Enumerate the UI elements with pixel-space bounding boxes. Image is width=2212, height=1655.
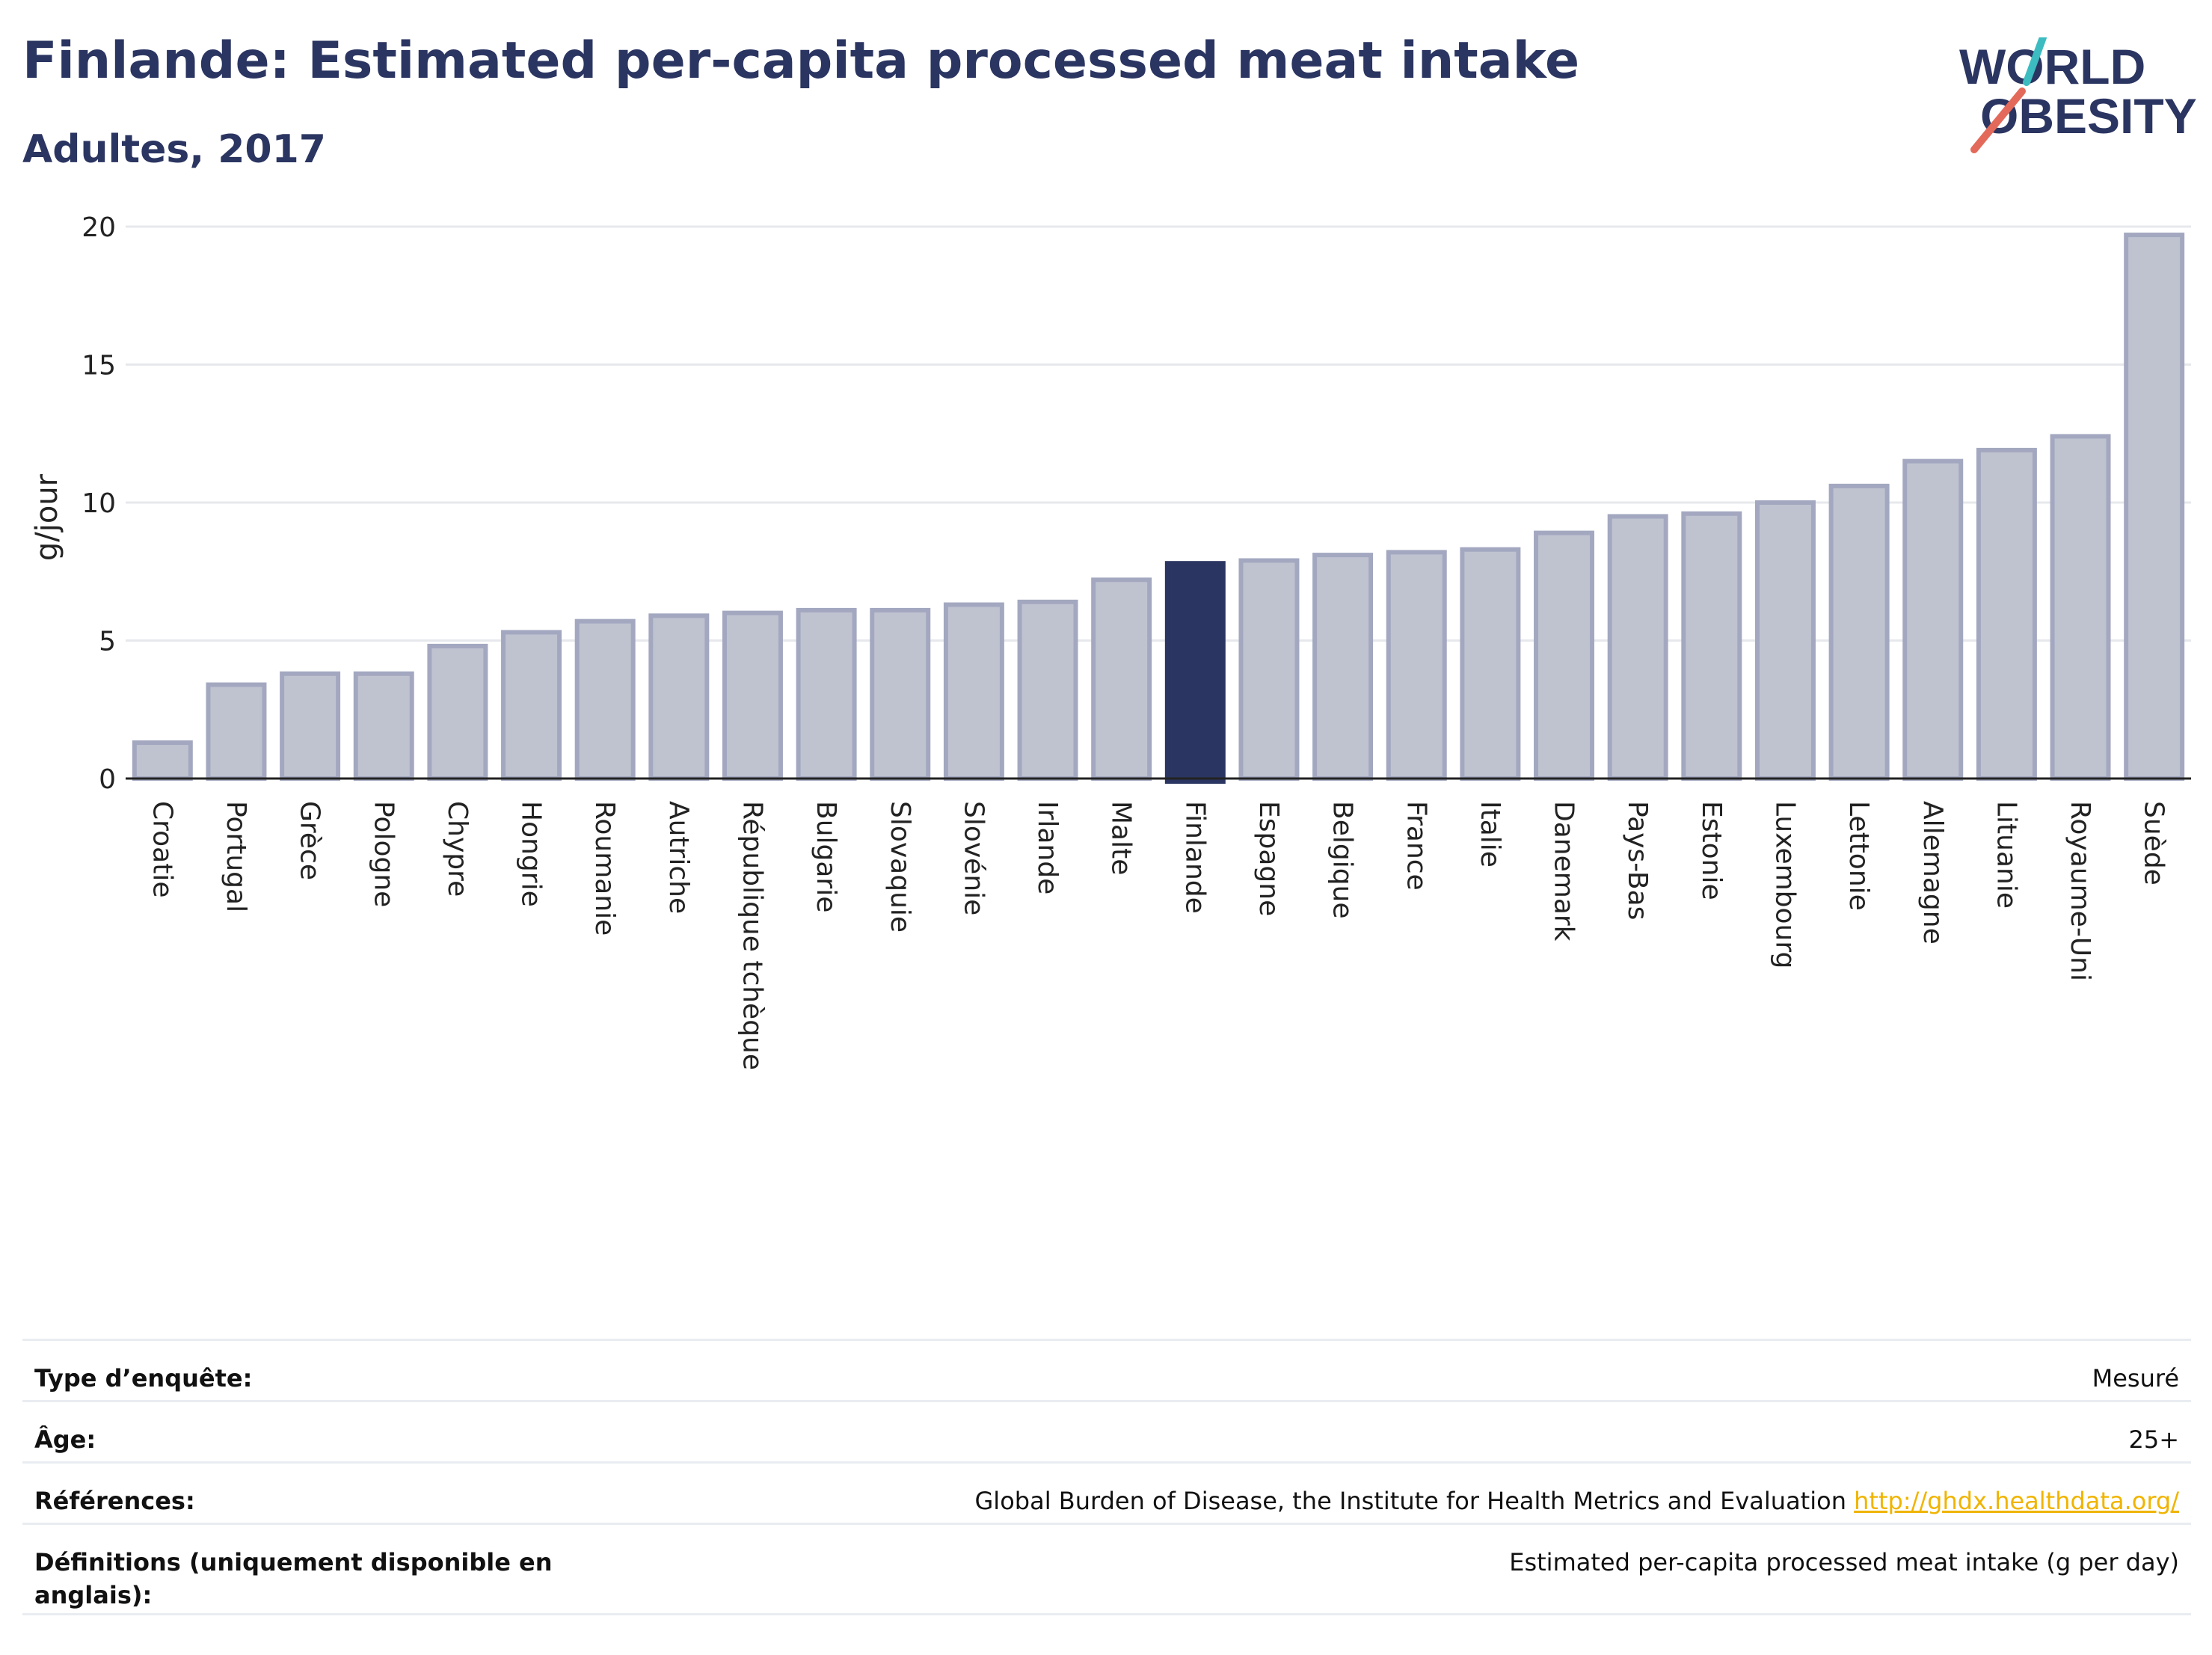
x-tick-label: Slovénie	[958, 801, 989, 915]
bar-gr-ce	[280, 671, 341, 782]
logo-slash-teal	[2023, 37, 2047, 86]
bar-pologne	[353, 671, 414, 782]
x-tick-label: Belgique	[1327, 801, 1358, 919]
bars	[132, 233, 2185, 784]
bar-croatie	[132, 740, 193, 782]
x-tick-label: Hongrie	[516, 801, 547, 907]
x-tick-label: Irlande	[1032, 801, 1063, 894]
bar-finlande	[1164, 561, 1226, 784]
bar-hongrie	[501, 630, 562, 781]
page-title: Finlande: Estimated per-capita processed…	[22, 31, 1580, 90]
bar-slovaquie	[870, 607, 931, 781]
x-tick-label: Finlande	[1179, 801, 1210, 914]
x-tick-label: Allemagne	[1917, 801, 1948, 945]
y-tick-label: 5	[99, 627, 116, 657]
bar-lituanie	[1976, 447, 2037, 781]
bar-luxembourg	[1754, 500, 1816, 781]
x-tick-label: Royaume-Uni	[2065, 801, 2095, 981]
bar-france	[1386, 550, 1447, 781]
bar-chypre	[427, 643, 488, 781]
x-tick-label: Slovaquie	[885, 801, 915, 933]
info-value-references: Global Burden of Disease, the Institute …	[975, 1484, 2180, 1517]
x-tick-label: Roumanie	[589, 801, 620, 936]
logo-slash-coral	[1970, 87, 2026, 153]
info-row-definitions: Définitions (uniquement disponible en an…	[22, 1523, 2191, 1615]
bar-slov-nie	[943, 602, 1004, 782]
info-label-survey-type: Type d’enquête:	[34, 1364, 253, 1393]
x-tick-label: Luxembourg	[1769, 801, 1800, 968]
y-tick-labels: 0 5 10 15 20	[82, 212, 116, 795]
info-value-age: 25+	[2128, 1425, 2179, 1454]
bar-lettonie	[1828, 483, 1890, 781]
x-tick-label: Suède	[2139, 801, 2169, 885]
bar-belgique	[1312, 553, 1374, 781]
bar-allemagne	[1902, 458, 1964, 782]
y-tick-label: 15	[82, 351, 116, 381]
bar-su-de	[2124, 233, 2185, 781]
x-tick-label: Italie	[1475, 801, 1505, 868]
x-tick-label: Lettonie	[1843, 801, 1874, 911]
references-text: Global Burden of Disease, the Institute …	[974, 1487, 1846, 1515]
info-label-age: Âge:	[34, 1425, 96, 1454]
bar-autriche	[648, 613, 710, 781]
bar-royaume-uni	[2050, 434, 2111, 781]
x-tick-label: Pologne	[368, 801, 399, 907]
x-tick-labels: Croatie Portugal Grèce Pologne Chypre Hongrie…	[147, 801, 2169, 1070]
x-tick-label: Malte	[1106, 801, 1137, 875]
x-tick-label: Estonie	[1696, 801, 1727, 900]
x-tick-label: Grèce	[295, 801, 325, 880]
y-tick-label: 0	[99, 764, 116, 795]
references-link[interactable]: http://ghdx.healthdata.org/	[1854, 1487, 2179, 1515]
info-row-survey-type: Type d’enquête: Mesuré	[22, 1339, 2191, 1400]
world-obesity-logo: WORLD OBESITY	[1959, 37, 2197, 153]
info-row-references: Références: Global Burden of Disease, th…	[22, 1461, 2191, 1523]
x-tick-label: Croatie	[147, 801, 177, 898]
y-tick-label: 10	[82, 488, 116, 519]
info-table: Type d’enquête: Mesuré Âge: 25+ Référenc…	[22, 1339, 2191, 1615]
x-tick-label: Portugal	[221, 801, 251, 912]
x-tick-label: Bulgarie	[811, 801, 841, 912]
bar-bulgarie	[796, 607, 857, 781]
x-tick-label: Espagne	[1253, 801, 1284, 916]
bar-espagne	[1238, 558, 1300, 781]
x-tick-label: Danemark	[1549, 801, 1579, 942]
y-tick-label: 20	[82, 212, 116, 243]
info-label-references: Références:	[34, 1487, 195, 1515]
x-tick-label: Lituanie	[1991, 801, 2021, 909]
y-axis-label: g/jour	[30, 473, 64, 561]
bar-pays-bas	[1607, 514, 1668, 781]
bar-chart: 0 5 10 15 20 Croatie Portugal Grèce Pologne Chyp…	[30, 212, 2191, 1070]
info-row-age: Âge: 25+	[22, 1400, 2191, 1461]
info-value-definitions: Estimated per-capita processed meat inta…	[1509, 1548, 2179, 1576]
page-subtitle: Adultes, 2017	[22, 127, 326, 172]
x-tick-label: Pays-Bas	[1622, 801, 1653, 920]
logo-line1: WORLD	[1959, 39, 2145, 94]
info-value-survey-type: Mesuré	[2092, 1364, 2179, 1393]
info-label-definitions: Définitions (uniquement disponible en an…	[34, 1548, 553, 1609]
bar-danemark	[1534, 530, 1595, 782]
x-tick-label: République tchèque	[737, 801, 767, 1070]
bar-estonie	[1681, 511, 1742, 781]
x-tick-label: France	[1401, 801, 1431, 891]
bar-irlande	[1017, 599, 1078, 782]
bar-r-publique-tch-que	[722, 610, 783, 781]
bar-roumanie	[574, 618, 636, 781]
bar-malte	[1091, 577, 1152, 781]
bar-portugal	[206, 682, 267, 781]
x-tick-label: Autriche	[663, 801, 694, 914]
x-tick-label: Chypre	[442, 801, 473, 897]
bar-italie	[1460, 547, 1521, 781]
